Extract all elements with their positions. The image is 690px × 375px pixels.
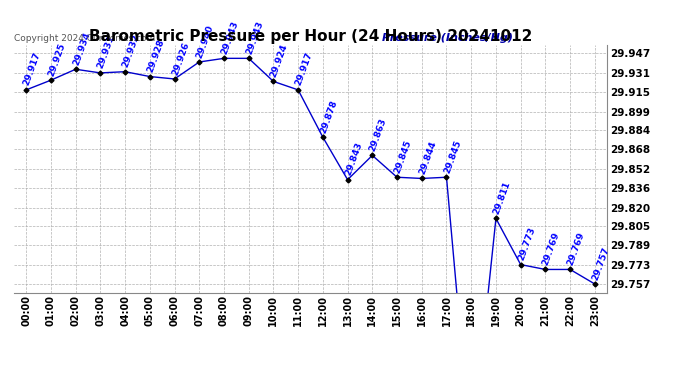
Text: Copyright 2024 Curtronics.com: Copyright 2024 Curtronics.com: [14, 33, 155, 42]
Text: 29.845: 29.845: [442, 139, 462, 174]
Text: 29.940: 29.940: [195, 23, 215, 59]
Text: 29.769: 29.769: [566, 231, 586, 267]
Text: 29.845: 29.845: [393, 139, 413, 174]
Text: 29.843: 29.843: [344, 141, 364, 177]
Text: 29.924: 29.924: [269, 43, 290, 79]
Text: 29.844: 29.844: [417, 140, 438, 176]
Text: 29.878: 29.878: [319, 99, 339, 134]
Text: 29.932: 29.932: [121, 33, 141, 69]
Title: Barometric Pressure per Hour (24 Hours) 20241012: Barometric Pressure per Hour (24 Hours) …: [89, 29, 532, 44]
Text: 29.917: 29.917: [294, 51, 314, 87]
Text: 29.943: 29.943: [244, 20, 265, 56]
Text: 29.925: 29.925: [47, 42, 67, 77]
Text: 29.917: 29.917: [22, 51, 42, 87]
Text: 29.931: 29.931: [96, 34, 117, 70]
Text: 29.943: 29.943: [219, 20, 240, 56]
Text: 29.811: 29.811: [492, 180, 512, 216]
Text: 29.757: 29.757: [591, 245, 611, 281]
Text: Pressure (Inches/Hg): Pressure (Inches/Hg): [382, 33, 513, 42]
Text: 29.769: 29.769: [541, 231, 562, 267]
Text: 29.617: 29.617: [0, 374, 1, 375]
Text: 29.773: 29.773: [516, 226, 537, 262]
Text: 29.926: 29.926: [170, 40, 190, 76]
Text: 29.863: 29.863: [368, 117, 388, 153]
Text: 29.928: 29.928: [146, 38, 166, 74]
Text: 29.934: 29.934: [71, 30, 92, 66]
